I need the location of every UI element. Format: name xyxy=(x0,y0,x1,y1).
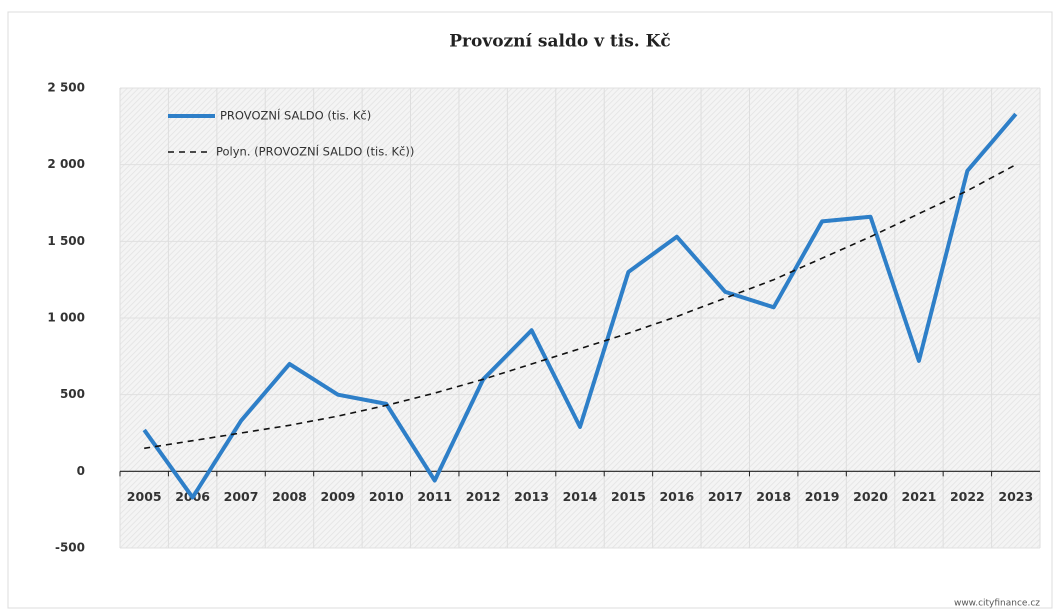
x-tick-label: 2019 xyxy=(805,489,840,504)
x-tick-label: 2022 xyxy=(950,489,985,504)
legend-label: PROVOZNÍ SALDO (tis. Kč) xyxy=(220,108,371,123)
y-tick-label: 0 xyxy=(77,464,85,478)
x-tick-label: 2015 xyxy=(611,489,646,504)
y-tick-label: 500 xyxy=(60,387,85,401)
y-tick-label: -500 xyxy=(55,541,85,555)
x-tick-label: 2013 xyxy=(514,489,549,504)
x-tick-label: 2014 xyxy=(563,489,598,504)
x-tick-label: 2018 xyxy=(756,489,791,504)
y-tick-label: 1 500 xyxy=(47,234,85,248)
x-tick-label: 2017 xyxy=(708,489,743,504)
x-tick-label: 2010 xyxy=(369,489,404,504)
legend-label: Polyn. (PROVOZNÍ SALDO (tis. Kč)) xyxy=(216,144,414,159)
y-tick-label: 1 000 xyxy=(47,311,85,325)
x-tick-label: 2023 xyxy=(998,489,1033,504)
x-tick-label: 2020 xyxy=(853,489,888,504)
x-tick-label: 2005 xyxy=(127,489,162,504)
series-line xyxy=(144,163,1017,450)
y-tick-label: 2 000 xyxy=(47,157,85,171)
x-tick-label: 2008 xyxy=(272,489,307,504)
x-tick-label: 2009 xyxy=(320,489,355,504)
x-tick-label: 2016 xyxy=(659,489,694,504)
y-tick-label: 2 500 xyxy=(47,81,85,95)
x-tick-label: 2011 xyxy=(417,489,452,504)
series-line xyxy=(142,112,1018,500)
chart-title: Provozní saldo v tis. Kč xyxy=(449,32,671,52)
x-tick-label: 2007 xyxy=(224,489,259,504)
x-tick-label: 2012 xyxy=(466,489,501,504)
x-tick-label: 2021 xyxy=(902,489,937,504)
source: www.cityfinance.cz xyxy=(954,599,1040,609)
